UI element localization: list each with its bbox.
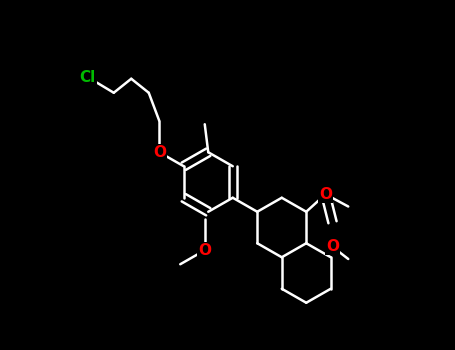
Text: O: O	[198, 243, 211, 258]
Text: O: O	[319, 187, 332, 202]
Text: O: O	[153, 145, 166, 160]
Text: Cl: Cl	[79, 70, 96, 84]
Text: O: O	[326, 239, 339, 254]
